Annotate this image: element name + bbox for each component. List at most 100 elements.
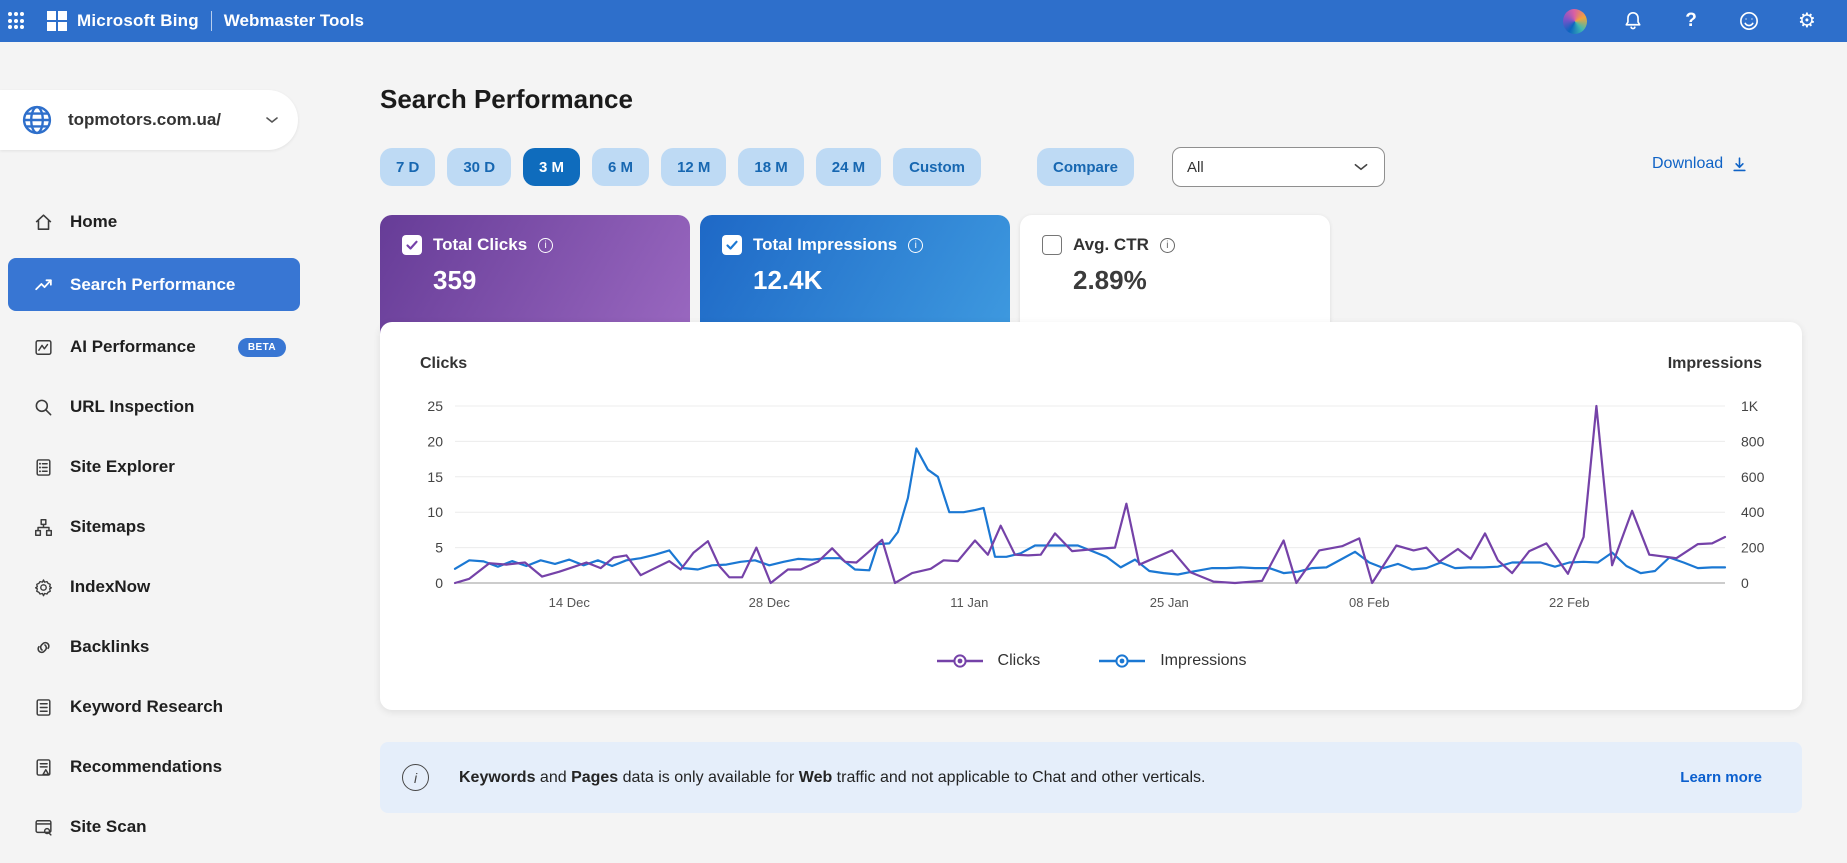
metric-label: Total Clicks xyxy=(433,235,528,254)
svg-text:28 Dec: 28 Dec xyxy=(749,595,791,610)
svg-text:08 Feb: 08 Feb xyxy=(1349,595,1389,610)
svg-text:600: 600 xyxy=(1741,469,1765,485)
sidebar-nav: Home Search Performance AI Performance BETA… xyxy=(0,198,308,863)
sidebar-item-label: Keyword Research xyxy=(70,697,224,716)
right-axis-title: Impressions xyxy=(1667,355,1762,372)
sidebar-item-home[interactable]: Home xyxy=(8,198,300,246)
beta-badge: BETA xyxy=(237,337,286,357)
range-pill-6m[interactable]: 6 M xyxy=(592,148,650,186)
sidebar-item-site-explorer[interactable]: Site Explorer xyxy=(8,443,300,491)
page-title: Search Performance xyxy=(380,84,633,114)
divider xyxy=(210,11,212,31)
gear-icon xyxy=(32,576,54,598)
trend-icon xyxy=(32,274,54,296)
range-pill-18m[interactable]: 18 M xyxy=(738,148,804,186)
line-chart[interactable]: 0 0 5 200 10 400 15 600 20 800 25 1K 14 Dec 28 Dec 11 … xyxy=(380,322,1802,632)
sidebar-item-label: Recommendations xyxy=(70,757,223,776)
site-scan-icon xyxy=(32,816,54,838)
banner-text: Keywords and Pages data is only availabl… xyxy=(459,768,1206,786)
svg-text:800: 800 xyxy=(1741,433,1765,449)
svg-text:5: 5 xyxy=(435,540,443,556)
sidebar-item-keyword-research[interactable]: Keyword Research xyxy=(8,683,300,731)
copilot-icon[interactable] xyxy=(1563,8,1587,34)
legend-marker xyxy=(1099,654,1146,668)
sidebar-item-ai-performance[interactable]: AI Performance BETA xyxy=(8,323,300,371)
site-selector[interactable]: topmotors.com.ua/ xyxy=(0,90,298,150)
app-launcher-icon[interactable] xyxy=(1,6,31,36)
info-icon[interactable]: i xyxy=(1159,237,1175,253)
range-pill-12m[interactable]: 12 M xyxy=(661,148,727,186)
metric-value: 12.4K xyxy=(753,265,823,295)
info-icon[interactable]: i xyxy=(908,237,924,253)
sidebar-item-backlinks[interactable]: Backlinks xyxy=(8,623,300,671)
traffic-filter-dropdown[interactable]: All xyxy=(1172,147,1385,187)
unchecked-checkbox[interactable] xyxy=(1042,235,1062,255)
legend-item-impressions[interactable]: Impressions xyxy=(1098,652,1246,670)
sidebar-item-label: Site Scan xyxy=(70,817,147,836)
sidebar-item-recommendations[interactable]: Recommendations xyxy=(8,743,300,791)
svg-text:1K: 1K xyxy=(1741,398,1759,414)
range-pill-custom[interactable]: Custom xyxy=(893,148,981,186)
legend-label: Impressions xyxy=(1160,652,1247,669)
sidebar-item-url-inspection[interactable]: URL Inspection xyxy=(8,383,300,431)
chevron-down-icon xyxy=(1352,158,1370,176)
range-pill-30d[interactable]: 30 D xyxy=(447,148,512,186)
left-axis-title: Clicks xyxy=(420,355,468,372)
legend-label: Clicks xyxy=(997,652,1041,669)
chart-legend: Clicks Impressions xyxy=(380,652,1802,670)
sidebar-item-label: Sitemaps xyxy=(70,517,146,536)
link-icon xyxy=(32,636,54,658)
microsoft-logo xyxy=(47,11,67,31)
metric-label: Total Impressions xyxy=(753,235,898,254)
filter-value: All xyxy=(1187,158,1204,176)
product-name: Webmaster Tools xyxy=(223,11,364,30)
feedback-smiley-icon[interactable] xyxy=(1737,9,1761,33)
svg-text:22 Feb: 22 Feb xyxy=(1549,595,1589,610)
help-icon[interactable]: ? xyxy=(1685,10,1697,31)
svg-text:20: 20 xyxy=(427,433,443,449)
metric-value: 359 xyxy=(433,265,477,295)
svg-text:11 Jan: 11 Jan xyxy=(950,595,988,610)
range-pill-24m[interactable]: 24 M xyxy=(815,148,882,186)
info-banner: i Keywords and Pages data is only availa… xyxy=(380,742,1802,813)
checked-checkbox[interactable] xyxy=(402,235,422,255)
download-label: Download xyxy=(1652,155,1724,172)
svg-text:10: 10 xyxy=(427,504,443,520)
site-name: topmotors.com.ua/ xyxy=(68,110,222,129)
sidebar-item-search-performance[interactable]: Search Performance xyxy=(8,258,300,311)
learn-more-link[interactable]: Learn more xyxy=(1680,769,1762,786)
sidebar-item-sitemaps[interactable]: Sitemaps xyxy=(8,503,300,551)
sidebar-item-indexnow[interactable]: IndexNow xyxy=(8,563,300,611)
range-pill-7d[interactable]: 7 D xyxy=(380,148,436,186)
svg-text:0: 0 xyxy=(435,575,443,591)
svg-text:25: 25 xyxy=(427,398,443,414)
legend-item-clicks[interactable]: Clicks xyxy=(936,652,1041,670)
recommendations-icon xyxy=(32,756,54,778)
ai-chart-icon xyxy=(32,336,54,358)
settings-gear-icon[interactable]: ⚙ xyxy=(1798,10,1816,32)
download-button[interactable]: Download xyxy=(1652,155,1748,173)
compare-button[interactable]: Compare xyxy=(1037,148,1135,186)
range-pill-3m[interactable]: 3 M xyxy=(523,148,581,186)
document-list-icon xyxy=(32,456,54,478)
svg-text:14 Dec: 14 Dec xyxy=(549,595,591,610)
info-icon[interactable]: i xyxy=(538,237,554,253)
checked-checkbox[interactable] xyxy=(722,235,742,255)
home-icon xyxy=(32,211,54,233)
sidebar-item-label: Backlinks xyxy=(70,637,150,656)
brand-name: Microsoft Bing xyxy=(77,11,199,30)
info-icon: i xyxy=(402,764,429,791)
top-bar: Microsoft Bing Webmaster Tools ? ⚙ xyxy=(0,0,1847,42)
svg-text:0: 0 xyxy=(1741,575,1749,591)
legend-marker xyxy=(936,654,983,668)
svg-text:200: 200 xyxy=(1741,540,1765,556)
sidebar-item-label: URL Inspection xyxy=(70,397,195,416)
globe-icon xyxy=(20,103,54,137)
metric-label: Avg. CTR xyxy=(1073,235,1149,254)
svg-text:400: 400 xyxy=(1741,504,1765,520)
svg-text:25 Jan: 25 Jan xyxy=(1150,595,1189,610)
notifications-bell-icon[interactable] xyxy=(1621,9,1645,33)
sidebar-item-site-scan[interactable]: Site Scan xyxy=(8,803,300,851)
sidebar-item-label: AI Performance xyxy=(70,337,196,356)
sidebar-item-label: Site Explorer xyxy=(70,457,175,476)
